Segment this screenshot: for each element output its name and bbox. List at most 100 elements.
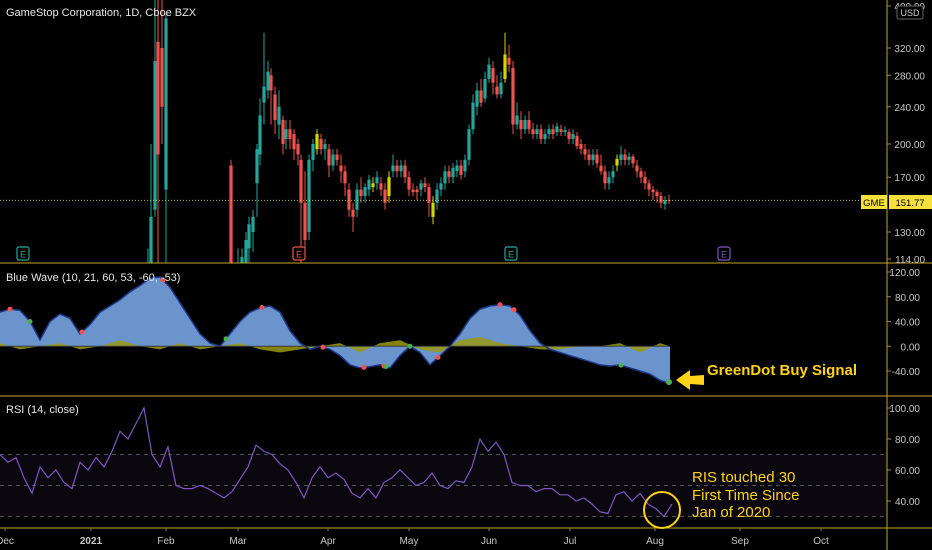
candles-layer — [0, 0, 861, 263]
candle-body — [443, 171, 447, 184]
candle-body — [387, 177, 391, 197]
candle-body — [571, 134, 575, 139]
wave-green-dot — [383, 364, 389, 370]
candle-body — [467, 129, 471, 160]
candle-body — [575, 135, 579, 147]
candle-body — [355, 189, 359, 210]
x-axis-label: Jun — [481, 536, 497, 547]
candle-body — [583, 149, 587, 155]
candle-body — [587, 154, 591, 160]
currency-badge[interactable]: USD — [896, 5, 924, 20]
candle-body — [527, 119, 531, 130]
wave-red-dot — [511, 307, 517, 313]
candle-body — [251, 216, 255, 232]
candle-body — [331, 154, 335, 166]
candle-body — [395, 165, 399, 172]
earnings-flag-letter: E — [20, 250, 26, 260]
candle-body — [403, 165, 407, 178]
earnings-flag-icon: E — [16, 246, 30, 261]
wave-red-dot — [320, 344, 326, 350]
last-price-value: 151.77 — [895, 198, 924, 209]
candle-body — [447, 171, 451, 178]
candle-body — [284, 129, 288, 139]
olive-wave-area — [0, 336, 670, 353]
candle-body — [343, 171, 347, 184]
x-axis-label: Jul — [564, 536, 577, 547]
candle-body — [311, 144, 315, 160]
ris-annotation: RIS touched 30 First Time Since Jan of 2… — [643, 469, 800, 529]
candle-body — [281, 119, 285, 145]
candle-body — [323, 144, 327, 150]
earnings-flag-letter: E — [296, 250, 302, 260]
candle-body — [463, 159, 467, 172]
x-axis-label: Oct — [813, 536, 829, 547]
x-axis-label: Aug — [646, 536, 664, 547]
rsi-tick-label: 100.00 — [889, 404, 920, 415]
candle-body — [579, 144, 583, 150]
candle-body — [240, 257, 244, 263]
candle-body — [411, 189, 415, 193]
candle-body — [399, 165, 403, 172]
candle-body — [627, 156, 631, 160]
blue-wave-area — [0, 276, 670, 384]
candle-body — [515, 115, 519, 125]
rsi-tick-label: 80.00 — [895, 435, 920, 446]
candle-body — [483, 78, 487, 99]
rsi-tick-label: 40.00 — [895, 497, 920, 508]
wave-tick-label: 0.00 — [901, 342, 921, 353]
candle-body — [523, 119, 527, 130]
earnings-flag-icon: E — [504, 246, 518, 261]
price-tick-label: 114.00 — [895, 255, 925, 266]
candle-body — [563, 130, 567, 133]
rsi-layer — [0, 406, 887, 518]
wave-red-dot — [435, 354, 441, 360]
candle-body — [303, 202, 307, 241]
candle-body — [262, 86, 266, 103]
candle-body — [359, 189, 363, 197]
price-tick-label: 320.00 — [894, 44, 925, 55]
x-axis-label: Apr — [320, 536, 336, 547]
earnings-flag-letter: E — [508, 250, 514, 260]
blue-wave-layer — [0, 276, 672, 386]
x-axis-label: Dec — [0, 536, 14, 547]
candle-body — [531, 129, 535, 135]
wave-green-dot — [223, 336, 229, 342]
candle-body — [296, 144, 300, 155]
candle-body — [539, 129, 543, 139]
candle-body — [475, 90, 479, 107]
candle-body — [535, 129, 539, 135]
wave-green-dot — [27, 319, 33, 324]
ris-line-3: Jan of 2020 — [692, 504, 770, 521]
candle-body — [273, 94, 277, 120]
candle-body — [327, 149, 331, 166]
candle-body — [379, 183, 383, 190]
candle-body — [451, 167, 455, 178]
wave-red-dot — [79, 329, 85, 335]
candle-body — [607, 177, 611, 184]
candle-body — [611, 171, 615, 178]
earnings-flag-frame — [717, 246, 731, 261]
candle-body — [351, 209, 355, 217]
candle-body — [491, 68, 495, 83]
wave-tick-label: 120.00 — [889, 268, 920, 279]
blue-wave-title: Blue Wave (10, 21, 60, 53, -60, -53) — [6, 272, 180, 284]
earnings-flag-letter: E — [721, 250, 727, 260]
candle-body — [339, 165, 343, 172]
price-tick-label: 170.00 — [894, 173, 925, 184]
candle-body — [288, 129, 292, 139]
rsi-line — [0, 406, 673, 518]
candle-body — [639, 171, 643, 178]
highlight-circle-icon — [643, 491, 681, 529]
x-axis-label: May — [400, 536, 419, 547]
candle-body — [427, 187, 431, 203]
x-axis-label: Feb — [157, 536, 175, 547]
x-axis-label: Mar — [229, 536, 247, 547]
candle-body — [439, 183, 443, 190]
greendot-annotation: GreenDot Buy Signal — [676, 362, 857, 390]
price-tick-label: 240.00 — [894, 103, 925, 114]
earnings-flag-icon: E — [717, 246, 731, 261]
candle-body — [160, 48, 164, 107]
candle-body — [615, 158, 619, 166]
